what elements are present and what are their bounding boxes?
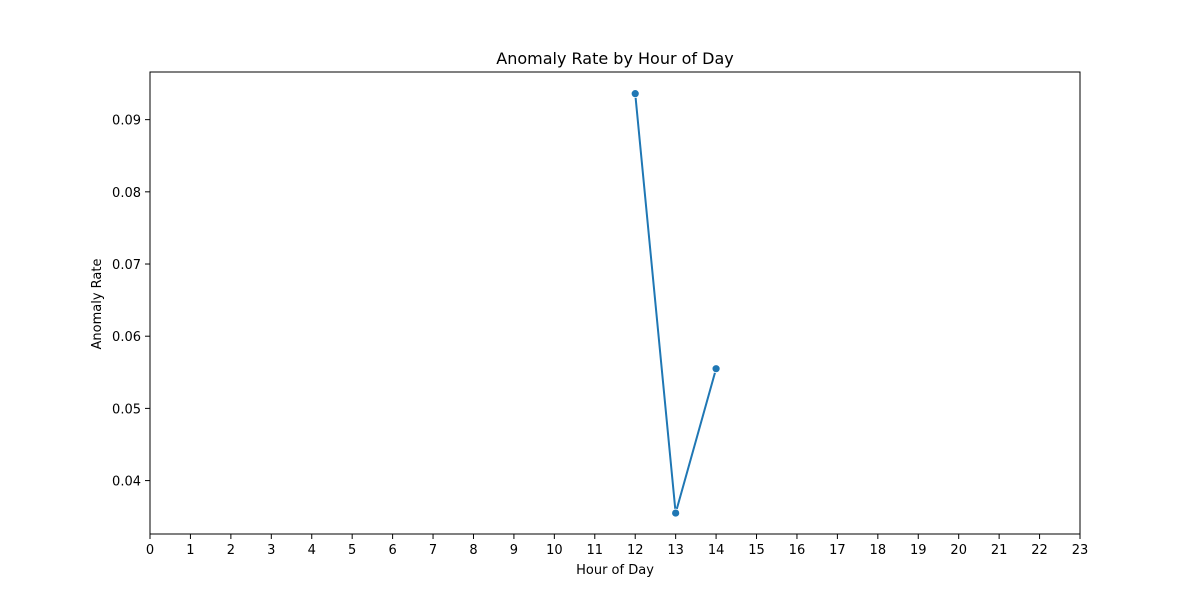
x-tick-label: 19	[910, 543, 927, 558]
x-tick-label: 4	[308, 543, 316, 558]
y-axis-label: Anomaly Rate	[90, 259, 105, 350]
x-tick-label: 11	[587, 543, 604, 558]
y-axis: 0.04 0.05 0.06 0.07 0.08 0.09	[112, 114, 150, 490]
x-tick-label: 22	[1031, 543, 1048, 558]
x-tick-label: 21	[991, 543, 1008, 558]
x-tick-label: 16	[789, 543, 806, 558]
y-tick-label: 0.06	[112, 330, 141, 345]
x-tick-label: 12	[627, 543, 644, 558]
data-point	[671, 508, 681, 518]
chart-title: Anomaly Rate by Hour of Day	[496, 49, 733, 68]
series-line	[634, 93, 718, 514]
y-tick-label: 0.09	[112, 114, 141, 129]
x-tick-label: 3	[267, 543, 275, 558]
x-tick-label: 13	[667, 543, 684, 558]
y-tick-label: 0.05	[112, 402, 141, 417]
x-tick-label: 2	[227, 543, 235, 558]
y-tick-label: 0.07	[112, 258, 141, 273]
plot-frame	[149, 71, 1081, 535]
x-tick-label: 17	[829, 543, 846, 558]
data-point	[630, 89, 640, 99]
series-layer	[630, 89, 721, 518]
x-tick-label: 7	[429, 543, 437, 558]
x-tick-label: 14	[708, 543, 725, 558]
x-axis: 0 1 2 3 4 5 6 7 8 9 10 11 12 13 14 15 16 17 18 19 20 21 22 23	[146, 534, 1088, 558]
x-tick-label: 23	[1072, 543, 1089, 558]
x-tick-label: 6	[388, 543, 396, 558]
x-tick-label: 1	[186, 543, 194, 558]
x-tick-label: 10	[546, 543, 563, 558]
y-tick-label: 0.08	[112, 186, 141, 201]
x-tick-label: 20	[950, 543, 967, 558]
x-tick-label: 15	[748, 543, 765, 558]
x-tick-label: 9	[510, 543, 518, 558]
x-tick-label: 8	[469, 543, 477, 558]
x-tick-label: 18	[870, 543, 887, 558]
x-tick-label: 0	[146, 543, 154, 558]
data-point	[711, 364, 721, 374]
x-axis-label: Hour of Day	[576, 563, 654, 578]
x-tick-label: 5	[348, 543, 356, 558]
y-tick-label: 0.04	[112, 475, 141, 490]
